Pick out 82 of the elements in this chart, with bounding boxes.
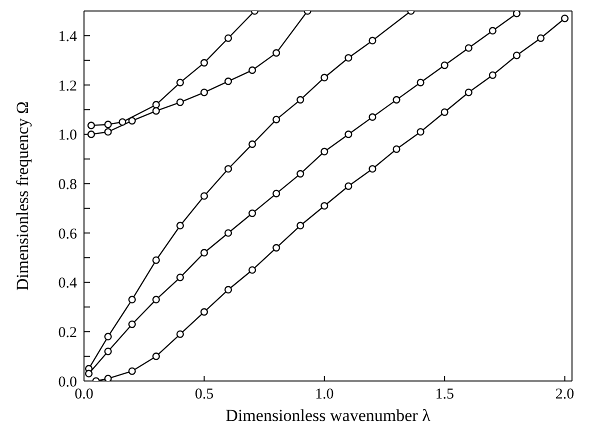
point (224, 286, 232, 294)
y-tick-label: 0.4 (58, 276, 78, 292)
point (152, 296, 160, 304)
point (176, 78, 184, 86)
point (152, 256, 160, 264)
point (296, 222, 304, 230)
y-tick-label: 0.6 (58, 226, 78, 242)
point (272, 190, 280, 198)
point (128, 320, 136, 328)
point (272, 244, 280, 252)
point (464, 88, 472, 96)
point (104, 332, 112, 340)
x-axis-title: Dimensionless wavenumber λ (226, 406, 432, 425)
point (85, 370, 93, 378)
point (128, 116, 136, 125)
point (224, 34, 232, 42)
point (344, 130, 352, 138)
point (104, 348, 112, 356)
point (248, 66, 256, 74)
point (344, 54, 352, 62)
point (416, 128, 424, 136)
point (176, 330, 184, 338)
point (368, 36, 376, 44)
point (176, 222, 184, 230)
point (488, 71, 496, 79)
x-tick-label: 0.0 (74, 386, 94, 403)
y-tick-label: 1.2 (58, 78, 77, 94)
point (320, 202, 328, 210)
point (416, 78, 424, 86)
point (200, 192, 208, 200)
point (128, 296, 136, 304)
y-axis-title: Dimensionless frequency Ω (13, 101, 32, 291)
point (200, 248, 208, 257)
point (224, 165, 232, 173)
point (176, 274, 184, 282)
point (368, 113, 376, 121)
y-tick-label: 0.8 (58, 176, 77, 193)
point (512, 52, 521, 60)
point (200, 59, 208, 67)
point (152, 100, 160, 109)
point (440, 61, 448, 70)
point (152, 352, 160, 360)
y-tick-label: 1.0 (58, 128, 77, 144)
point (440, 108, 448, 116)
point (248, 140, 256, 148)
y-tick-label: 0.0 (58, 374, 77, 390)
x-tick-label: 1.0 (315, 386, 334, 403)
point (224, 78, 232, 86)
point (87, 130, 96, 138)
point (200, 88, 208, 96)
x-tick-label: 0.5 (194, 386, 214, 403)
point (248, 209, 256, 218)
point (176, 98, 184, 106)
point (224, 229, 232, 237)
point (296, 170, 304, 178)
point (152, 107, 160, 115)
point (368, 165, 376, 173)
point (392, 145, 400, 153)
x-tick-label: 1.5 (435, 386, 454, 403)
point (560, 14, 569, 22)
point (320, 148, 328, 156)
point (118, 118, 126, 126)
point (488, 26, 496, 35)
point (536, 34, 545, 42)
point (296, 96, 304, 104)
y-tick-label: 1.4 (58, 28, 78, 45)
point (512, 11, 521, 18)
point (104, 128, 112, 136)
y-tick-label: 0.2 (58, 324, 77, 341)
point (128, 367, 136, 375)
point (87, 122, 96, 130)
point (200, 308, 208, 316)
point (392, 96, 400, 104)
point (344, 182, 352, 190)
x-tick-label: 2.0 (555, 386, 574, 403)
point (320, 74, 328, 82)
point (272, 49, 280, 57)
point (104, 374, 112, 381)
point (272, 116, 280, 124)
point (248, 266, 256, 274)
point (464, 44, 472, 52)
point (104, 120, 112, 128)
